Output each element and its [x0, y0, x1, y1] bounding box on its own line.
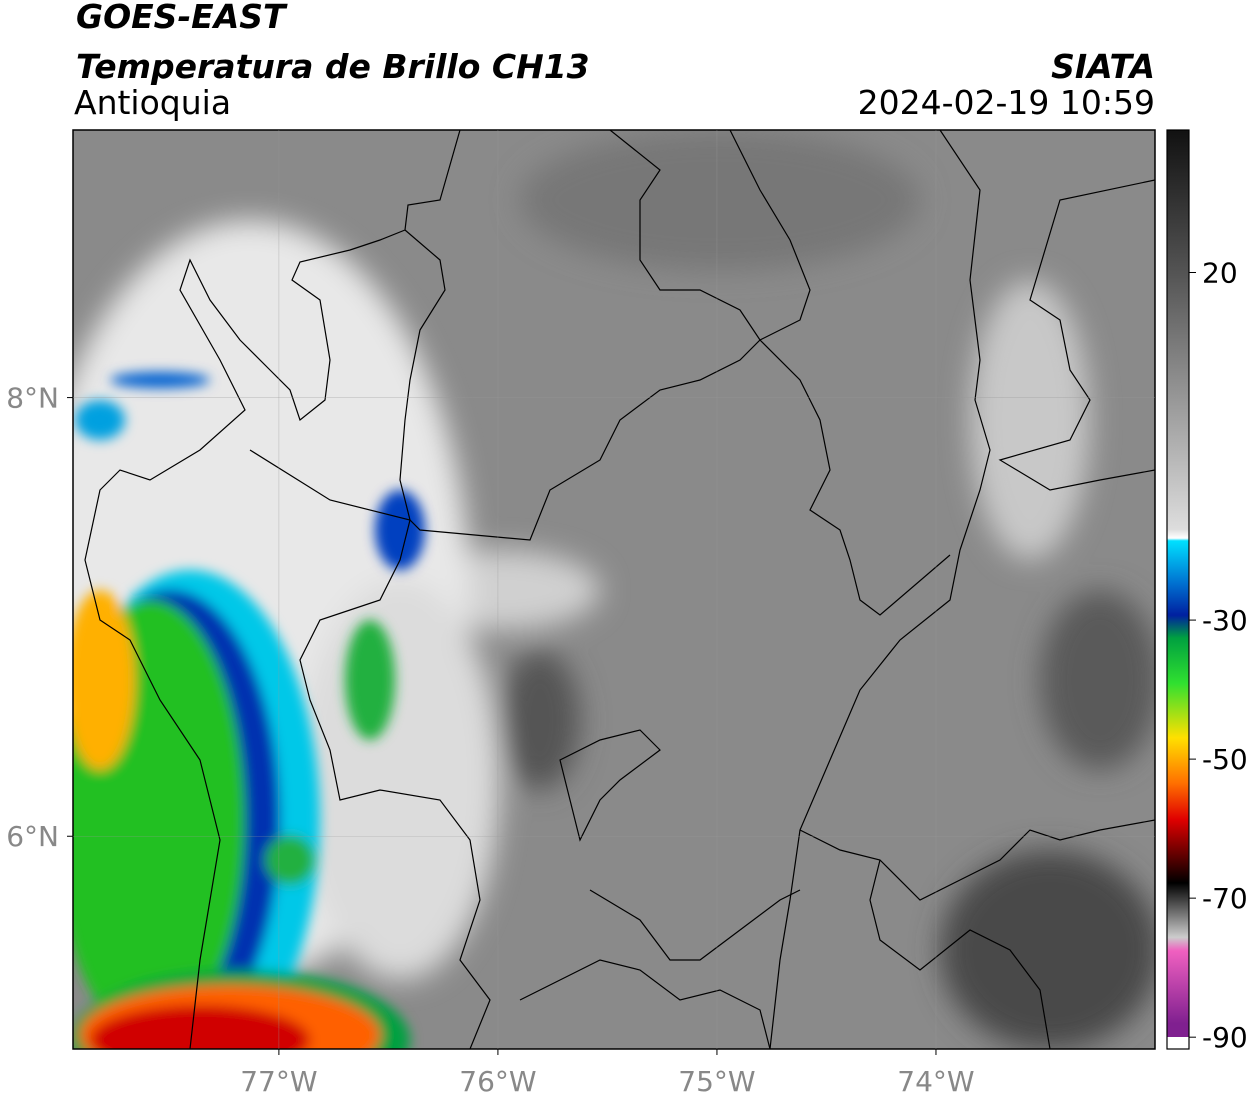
x-tick-label: 75°W [678, 1065, 755, 1098]
satellite-image [73, 130, 1155, 1049]
colorbar [1167, 130, 1189, 1037]
colorbar-tick-label: -30 [1202, 604, 1248, 637]
borders [84, 130, 1155, 1049]
datetime: 2024-02-19 10:59 [858, 83, 1155, 122]
region: Antioquia [74, 83, 231, 122]
colorbar-tick-label: -70 [1202, 882, 1248, 915]
y-tick-label: 8°N [6, 382, 59, 415]
title: GOES-EAST [76, 0, 288, 36]
colorbar-tick-label: 20 [1202, 257, 1238, 290]
source: SIATA [1051, 47, 1155, 86]
colorbar-under [1167, 1037, 1189, 1049]
y-tick-label: 6°N [6, 820, 59, 853]
map-frame [72, 129, 1156, 1050]
subtitle: Temperatura de Brillo CH13 [76, 47, 590, 86]
colorbar-tick-label: -50 [1202, 743, 1248, 776]
x-tick-label: 77°W [240, 1065, 317, 1098]
x-tick-label: 74°W [897, 1065, 974, 1098]
colorbar-frame [1166, 129, 1190, 1050]
colorbar-tick-label: -90 [1202, 1021, 1248, 1054]
x-tick-label: 76°W [459, 1065, 536, 1098]
